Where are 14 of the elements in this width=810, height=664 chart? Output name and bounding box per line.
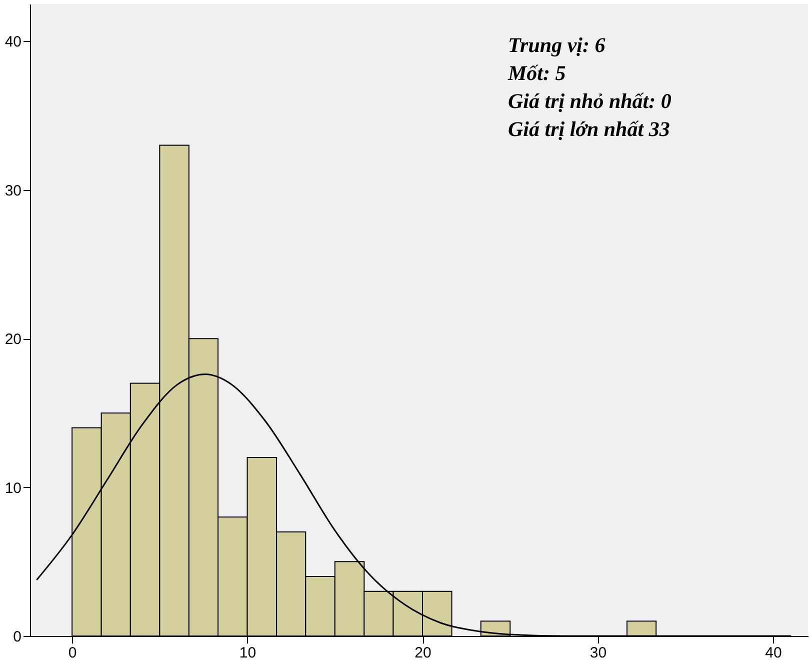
annotation: Giá trị nhỏ nhất: 0 [508, 89, 672, 113]
x-tick-label: 20 [414, 644, 432, 662]
y-tick-label: 30 [4, 182, 22, 200]
annotation: Giá trị lớn nhất 33 [508, 117, 670, 141]
x-tick-label: 0 [68, 644, 77, 662]
y-tick-label: 10 [4, 480, 22, 497]
x-tick-label: 40 [765, 644, 782, 662]
x-tick-label: 30 [590, 644, 607, 662]
x-tick-label: 10 [239, 644, 256, 662]
y-tick-label: 40 [4, 34, 22, 51]
y-tick-label: 20 [4, 331, 22, 348]
y-tick-label: 0 [13, 628, 22, 646]
annotation: Trung vị: 6 [508, 33, 606, 57]
annotation: Mốt: 5 [507, 61, 566, 85]
